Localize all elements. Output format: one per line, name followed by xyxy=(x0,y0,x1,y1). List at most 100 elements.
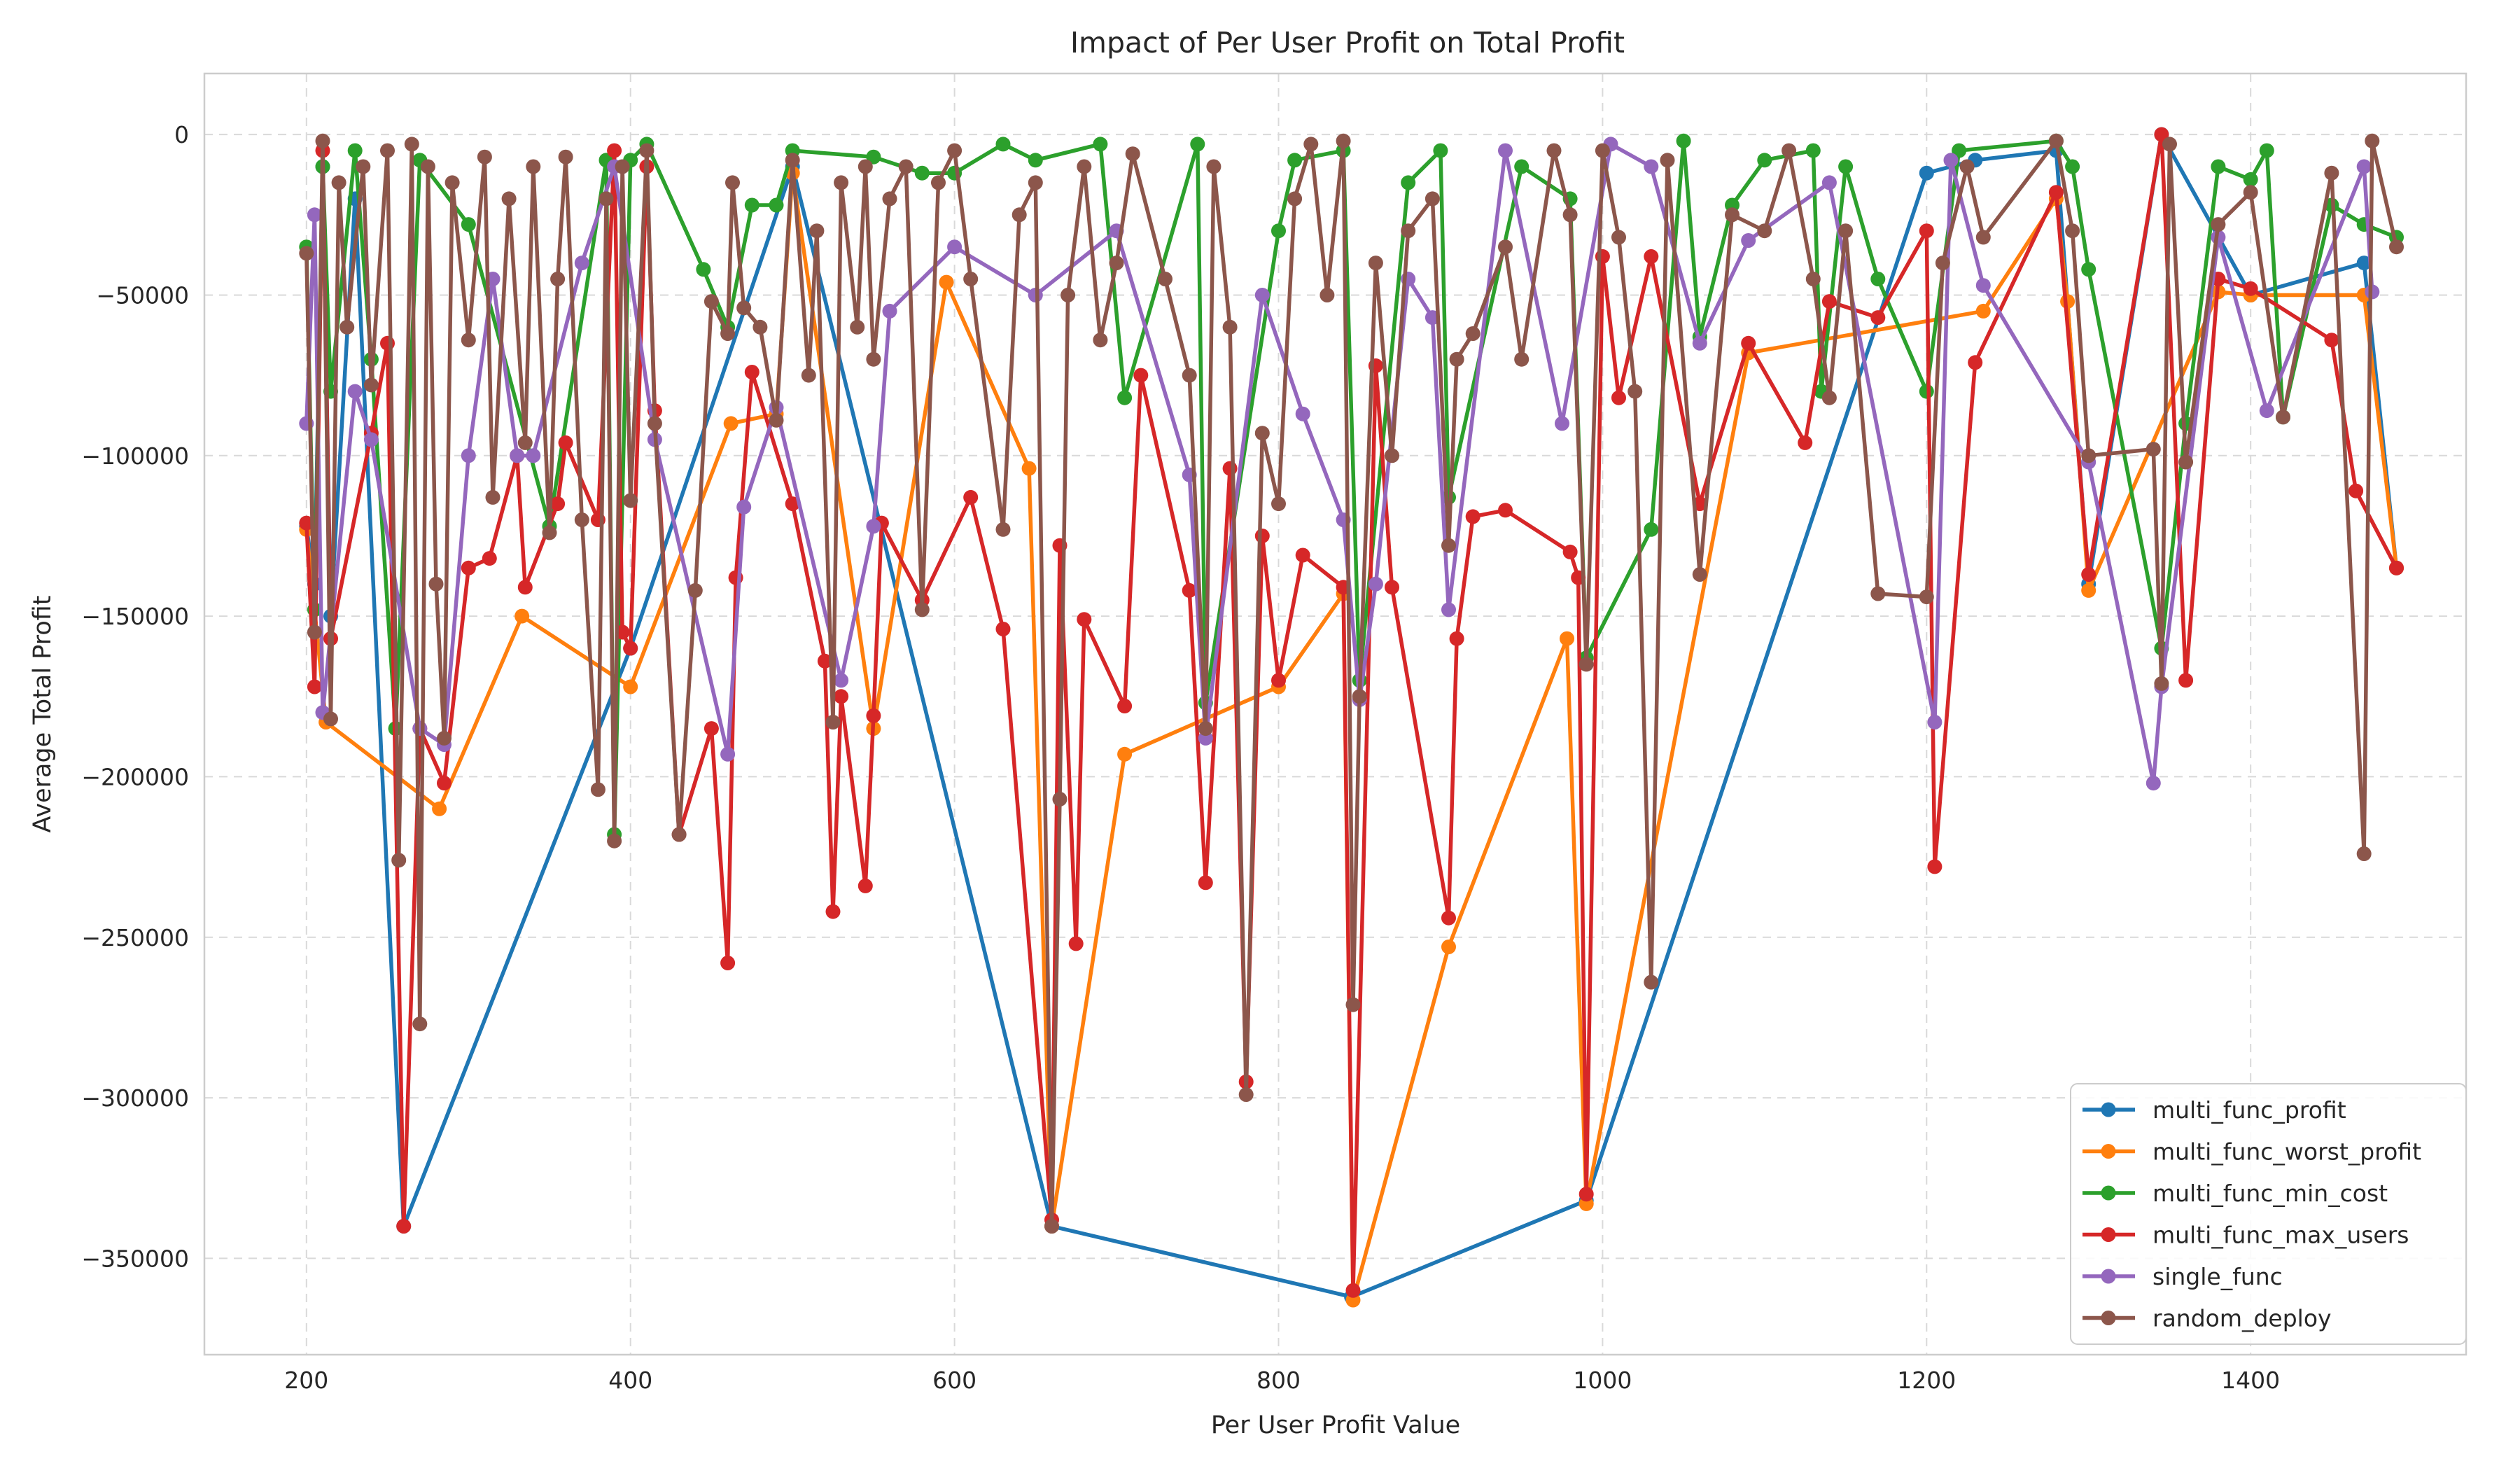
data-point xyxy=(437,730,451,746)
data-point xyxy=(1514,351,1530,367)
data-point xyxy=(1927,715,1942,729)
legend-frame xyxy=(2070,1083,2467,1345)
data-point xyxy=(623,493,638,508)
data-point xyxy=(1401,175,1416,190)
legend-marker xyxy=(2101,1185,2116,1201)
data-point xyxy=(501,191,517,207)
x-tick-label: 1400 xyxy=(2221,1367,2280,1394)
data-point xyxy=(428,576,444,592)
data-point xyxy=(1562,207,1578,223)
data-point xyxy=(2048,133,2064,148)
x-tick-label: 1200 xyxy=(1897,1367,1956,1394)
data-point xyxy=(1021,461,1037,476)
data-point xyxy=(2065,159,2080,174)
data-point xyxy=(2356,256,2372,271)
data-point xyxy=(1975,278,1991,293)
data-point xyxy=(720,326,736,341)
data-point xyxy=(315,133,330,148)
data-point xyxy=(1465,326,1480,341)
data-point xyxy=(607,143,622,158)
data-point xyxy=(526,159,541,174)
data-point xyxy=(995,522,1011,537)
data-point xyxy=(963,272,979,286)
data-point xyxy=(866,519,881,534)
data-point xyxy=(2259,143,2274,158)
data-point xyxy=(1198,875,1213,891)
data-point xyxy=(404,137,419,152)
data-point xyxy=(736,499,752,515)
data-point xyxy=(1190,137,1205,152)
data-point xyxy=(866,708,881,723)
data-point xyxy=(1676,133,1691,148)
data-point xyxy=(736,300,752,316)
data-point xyxy=(1011,207,1027,223)
data-point xyxy=(882,191,897,207)
data-point xyxy=(2389,239,2404,255)
data-point xyxy=(550,496,566,512)
data-point xyxy=(858,878,873,893)
data-point xyxy=(898,159,913,174)
data-point xyxy=(307,207,322,223)
data-point xyxy=(1959,159,1975,174)
data-point xyxy=(1222,461,1238,476)
y-tick-label: −150000 xyxy=(81,603,189,630)
data-point xyxy=(1093,137,1108,152)
data-point xyxy=(1968,355,1983,370)
data-point xyxy=(1741,335,1756,351)
data-point xyxy=(723,416,738,431)
data-point xyxy=(809,223,825,239)
legend-marker xyxy=(2101,1144,2116,1159)
legend-label: multi_func_min_cost xyxy=(2152,1180,2388,1207)
data-point xyxy=(323,711,338,727)
chart-title: Impact of Per User Profit on Total Profi… xyxy=(1070,26,1625,60)
data-point xyxy=(1052,792,1068,807)
data-point xyxy=(914,602,930,617)
data-point xyxy=(817,653,832,669)
data-point xyxy=(1117,699,1133,713)
legend-marker xyxy=(2101,1102,2116,1117)
legend-marker xyxy=(2101,1311,2116,1325)
data-point xyxy=(1919,223,1934,239)
data-point xyxy=(1644,975,1659,990)
data-point xyxy=(1368,256,1383,271)
data-point xyxy=(825,715,841,729)
data-point xyxy=(1345,1283,1361,1298)
x-axis-label: Per User Profit Value xyxy=(1211,1411,1460,1439)
data-point xyxy=(639,143,654,158)
x-tick-label: 400 xyxy=(608,1367,652,1394)
data-point xyxy=(1725,207,1740,223)
data-point xyxy=(1345,997,1361,1012)
data-point xyxy=(1271,223,1286,239)
data-point xyxy=(356,159,371,174)
data-point xyxy=(2276,410,2290,425)
data-point xyxy=(1465,509,1480,524)
data-point xyxy=(1303,137,1319,152)
data-point xyxy=(1060,288,1076,302)
data-point xyxy=(1441,538,1456,553)
data-point xyxy=(2154,127,2169,142)
y-tick-label: −250000 xyxy=(81,924,189,951)
data-point xyxy=(1952,143,1967,158)
data-point xyxy=(720,746,736,762)
data-point xyxy=(482,551,497,566)
data-point xyxy=(752,319,768,335)
series-line xyxy=(304,132,2398,1293)
data-point xyxy=(866,351,881,367)
data-point xyxy=(1117,746,1133,762)
data-point xyxy=(1692,567,1707,582)
data-point xyxy=(1757,153,1772,168)
data-point xyxy=(858,159,873,174)
legend-label: multi_func_profit xyxy=(2152,1096,2346,1124)
data-point xyxy=(1870,310,1886,326)
data-point xyxy=(1441,910,1456,926)
legend-marker xyxy=(2101,1269,2116,1284)
data-point xyxy=(939,274,954,290)
data-point xyxy=(477,149,492,165)
data-point xyxy=(1182,582,1197,598)
data-point xyxy=(1805,272,1821,286)
data-point xyxy=(769,412,784,428)
data-point xyxy=(1692,335,1707,351)
data-point xyxy=(517,580,533,595)
data-point xyxy=(1254,529,1270,543)
data-point xyxy=(2356,846,2372,861)
